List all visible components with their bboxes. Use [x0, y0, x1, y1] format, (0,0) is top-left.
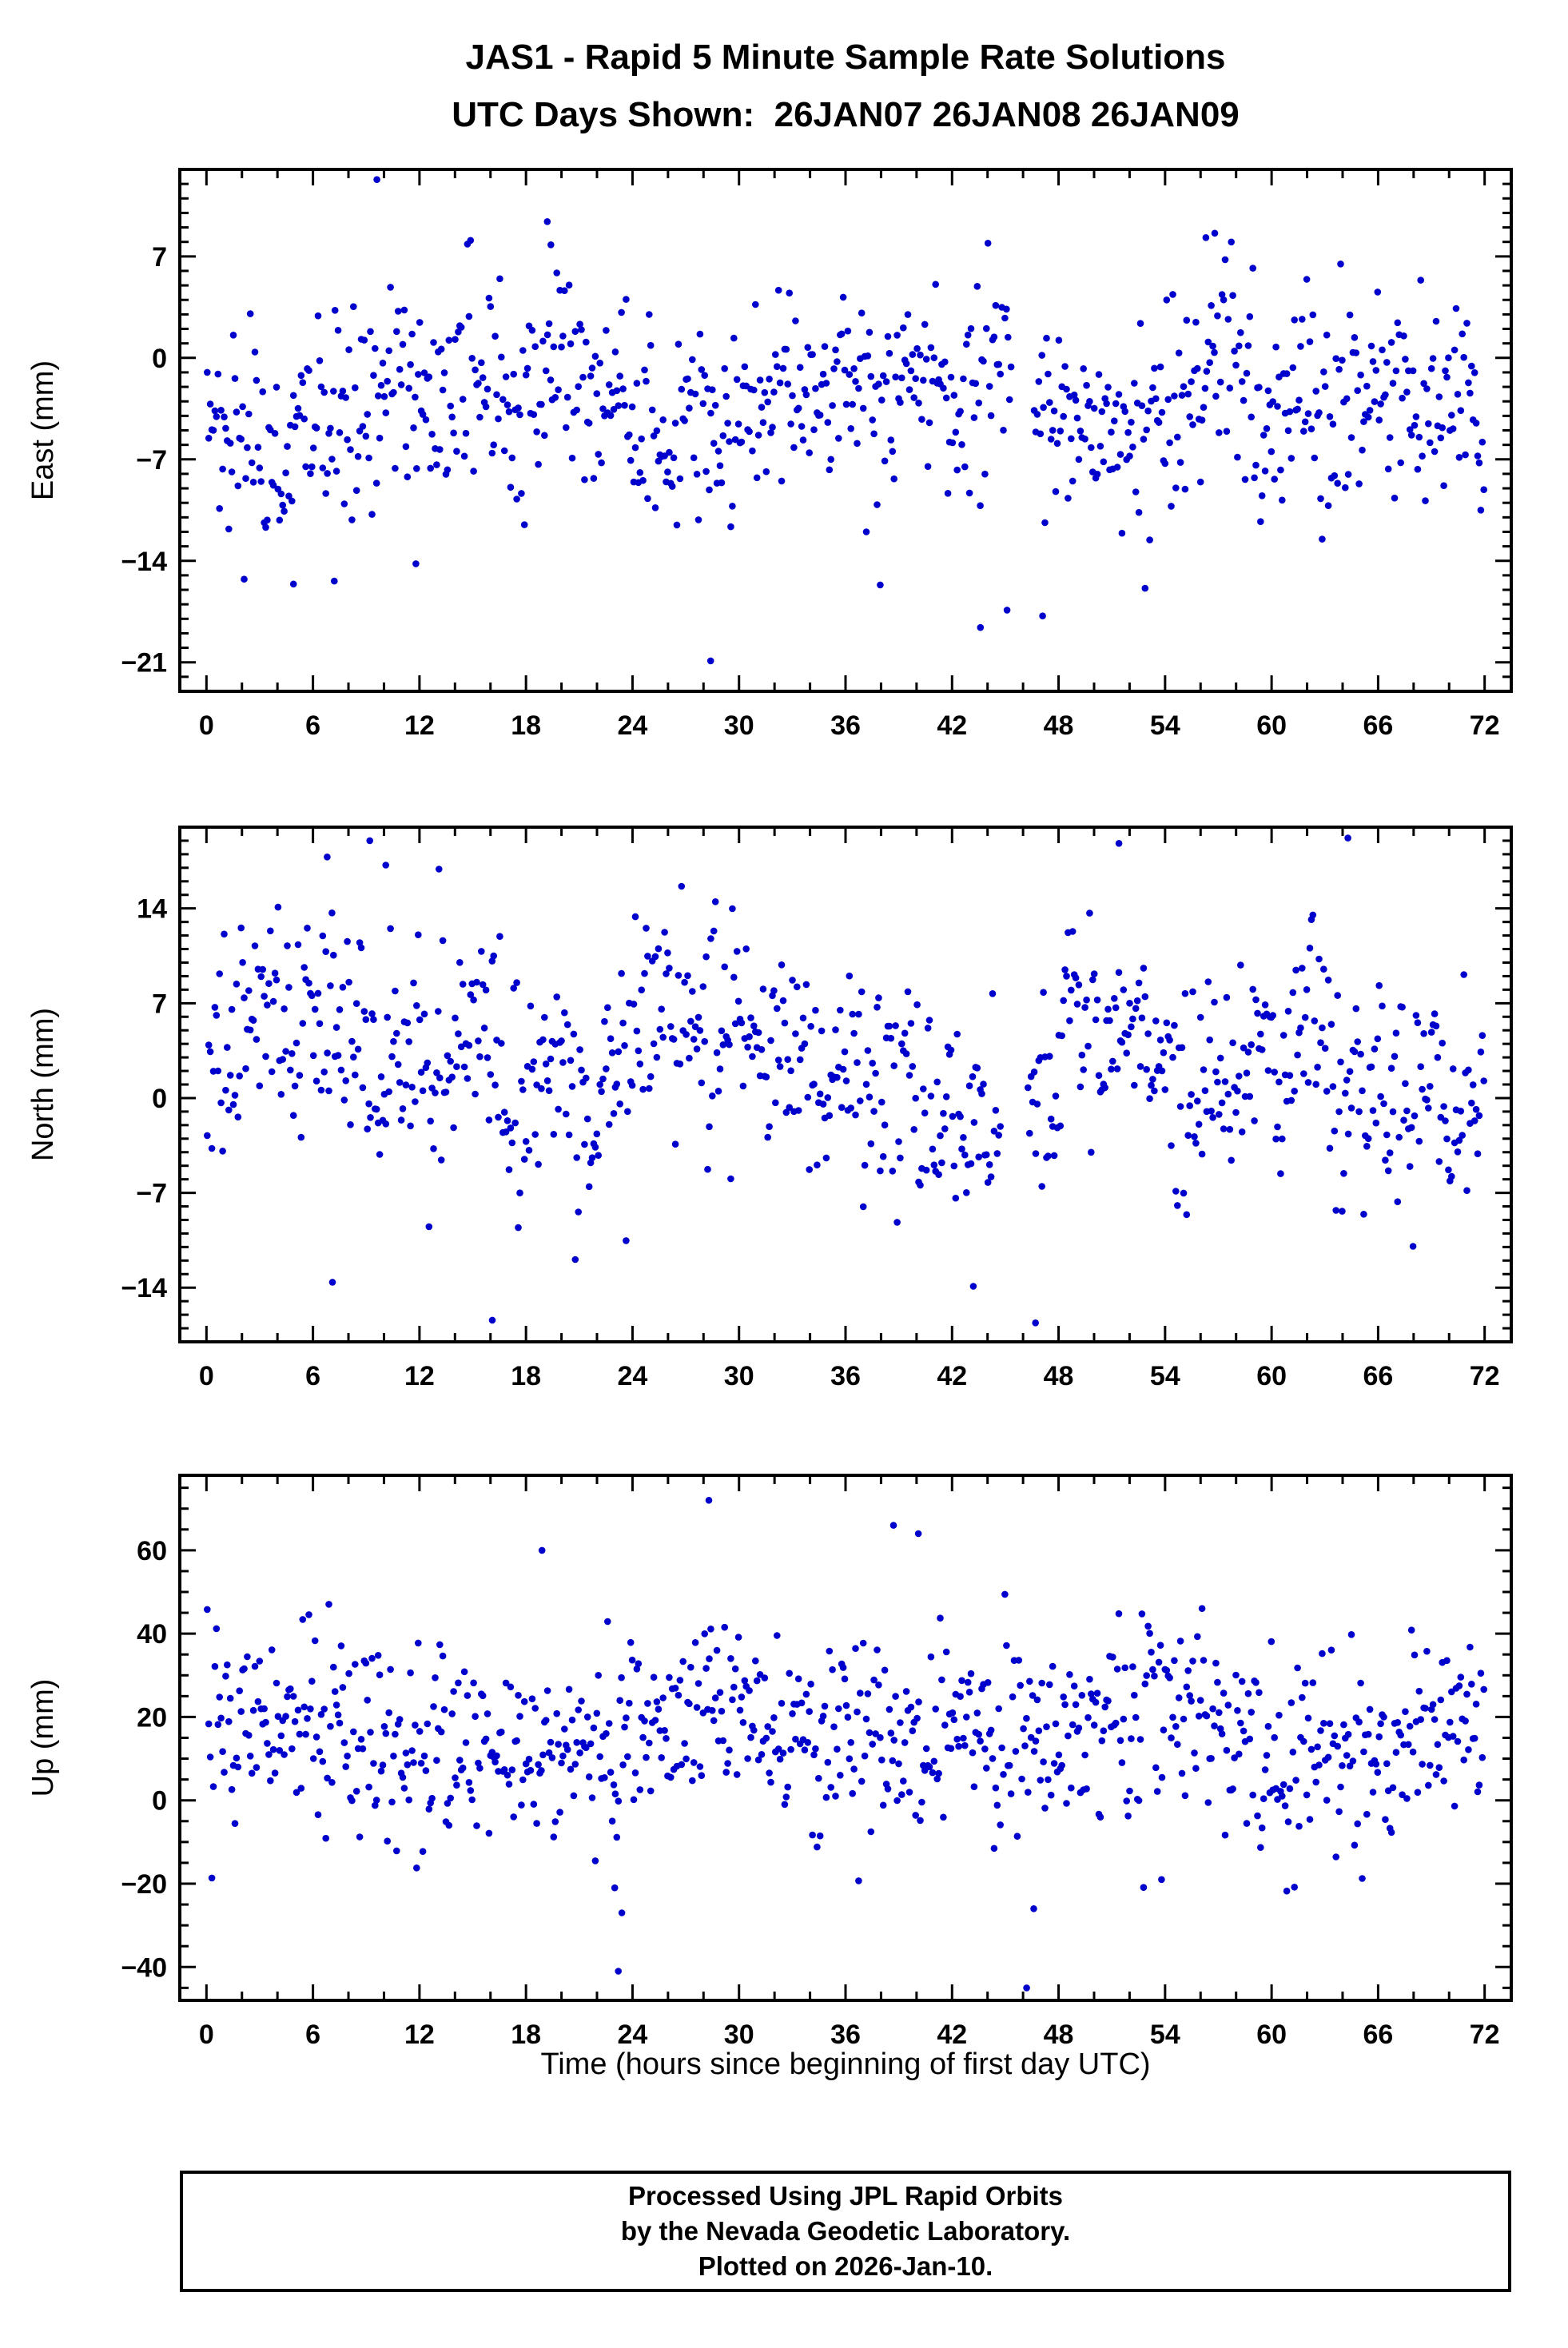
up-xtick-54: 54: [1150, 2020, 1180, 2050]
up-xtick-6: 6: [305, 2020, 320, 2050]
chart-subtitle: UTC Days Shown: 26JAN07 26JAN08 26JAN09: [452, 95, 1240, 134]
up-axis-label: Up (mm): [26, 1679, 60, 1797]
east-ytick-0: 0: [152, 344, 167, 374]
east-xtick-66: 66: [1363, 710, 1393, 741]
up-frame: [178, 1474, 1513, 2002]
chart-title: JAS1 - Rapid 5 Minute Sample Rate Soluti…: [465, 38, 1226, 77]
north-ytick-14: 14: [137, 894, 167, 925]
east-xtick-72: 72: [1470, 710, 1500, 741]
footer-line-3: Plotted on 2026-Jan-10.: [698, 2251, 993, 2281]
north-xtick-30: 30: [724, 1361, 754, 1391]
east-ytick--21: −21: [121, 648, 167, 679]
up-xtick-18: 18: [511, 2020, 541, 2050]
up-ytick-40: 40: [137, 1619, 167, 1650]
up-ytick-20: 20: [137, 1702, 167, 1733]
panel-up: 0 6 12 18 24 30 36 42 48 54 60 66 72 60 40 20 0 −20 −40 Up …: [26, 1474, 1513, 2050]
up-points: [203, 1497, 1487, 1992]
up-ticks: [180, 1475, 1511, 2000]
x-axis-title: Time (hours since beginning of first day…: [540, 2048, 1151, 2081]
up-xtick-12: 12: [404, 2020, 435, 2050]
north-points: [203, 834, 1487, 1327]
east-xtick-36: 36: [830, 710, 861, 741]
east-xtick-24: 24: [618, 710, 648, 741]
up-xtick-48: 48: [1044, 2020, 1074, 2050]
east-xtick-0: 0: [199, 710, 214, 741]
up-xtick-60: 60: [1256, 2020, 1287, 2050]
up-ytick--20: −20: [121, 1869, 167, 1900]
panel-north: 0 6 12 18 24 30 36 42 48 54 60 66 72 14 7 0 −7 −14 North (…: [26, 826, 1513, 1391]
north-xtick-24: 24: [618, 1361, 648, 1391]
north-xtick-18: 18: [511, 1361, 541, 1391]
east-xtick-60: 60: [1256, 710, 1287, 741]
up-xtick-30: 30: [724, 2020, 754, 2050]
up-ytick-0: 0: [152, 1786, 167, 1817]
north-xtick-6: 6: [305, 1361, 320, 1391]
up-xtick-0: 0: [199, 2020, 214, 2050]
north-xtick-0: 0: [199, 1361, 214, 1391]
panel-east: 0 6 12 18 24 30 36 42 48 54 60 66 72 7 0 −7 −14 −21 East (…: [26, 168, 1513, 741]
north-xtick-48: 48: [1044, 1361, 1074, 1391]
north-ytick-7: 7: [152, 989, 167, 1019]
east-points: [203, 176, 1487, 665]
north-xtick-66: 66: [1363, 1361, 1393, 1391]
north-xtick-36: 36: [830, 1361, 861, 1391]
chart-titles: JAS1 - Rapid 5 Minute Sample Rate Soluti…: [180, 29, 1511, 144]
east-ytick--7: −7: [136, 445, 167, 476]
up-xtick-72: 72: [1470, 2020, 1500, 2050]
up-xtick-42: 42: [937, 2020, 967, 2050]
north-xtick-12: 12: [404, 1361, 435, 1391]
footer-line-1: Processed Using JPL Rapid Orbits: [627, 2181, 1064, 2211]
east-ytick-7: 7: [152, 242, 167, 273]
footer-line-2: by the Nevada Geodetic Laboratory.: [620, 2216, 1071, 2246]
north-xtick-60: 60: [1256, 1361, 1287, 1391]
north-ticks: [180, 826, 1511, 1343]
east-ticks: [180, 168, 1511, 693]
east-axis-label: East (mm): [26, 360, 60, 500]
north-xtick-42: 42: [937, 1361, 967, 1391]
east-xtick-12: 12: [404, 710, 435, 741]
east-xtick-6: 6: [305, 710, 320, 741]
east-xtick-42: 42: [937, 710, 967, 741]
north-frame: [178, 826, 1513, 1343]
up-ytick--40: −40: [121, 1952, 167, 1983]
up-xtick-66: 66: [1363, 2020, 1393, 2050]
up-xtick-36: 36: [830, 2020, 861, 2050]
up-xtick-24: 24: [618, 2020, 648, 2050]
east-xtick-54: 54: [1150, 710, 1180, 741]
north-xtick-72: 72: [1470, 1361, 1500, 1391]
north-ytick--7: −7: [136, 1179, 167, 1209]
north-xtick-54: 54: [1150, 1361, 1180, 1391]
east-xtick-48: 48: [1044, 710, 1074, 741]
east-xtick-30: 30: [724, 710, 754, 741]
north-ytick--14: −14: [121, 1273, 167, 1303]
footer-box: Processed Using JPL Rapid Orbits by the …: [180, 2171, 1511, 2292]
east-xtick-18: 18: [511, 710, 541, 741]
north-ytick-0: 0: [152, 1084, 167, 1114]
up-ytick-60: 60: [137, 1536, 167, 1566]
north-axis-label: North (mm): [26, 1008, 60, 1161]
east-ytick--14: −14: [121, 547, 167, 577]
